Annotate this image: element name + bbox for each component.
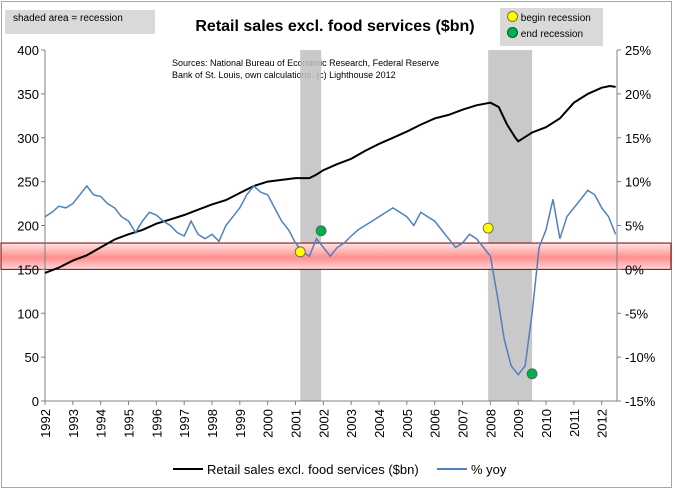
legend-begin-label: begin recession [520, 13, 591, 24]
x-tick-label: 2010 [539, 409, 554, 438]
end-recession-marker [315, 225, 327, 237]
x-tick-label: 1994 [94, 409, 109, 438]
x-tick-label: 2006 [428, 409, 443, 438]
x-tick-label: 2003 [344, 409, 359, 438]
x-tick-label: 2005 [400, 409, 415, 438]
band-rect [0, 242, 672, 270]
y-left-tick-label: 200 [17, 219, 39, 234]
end-recession-marker [526, 368, 538, 380]
y-left-tick-label: 50 [25, 350, 39, 365]
y-left-tick-label: 150 [17, 262, 39, 277]
x-tick-label: 2009 [511, 409, 526, 438]
y-left-tick-label: 250 [17, 175, 39, 190]
x-tick-labels: 1992 1993 1994 1995 1996 1997 1998 1999 2000 2001… [38, 409, 610, 438]
y-right-tick-label: 20% [625, 87, 651, 102]
y-left-tick-label: 350 [17, 87, 39, 102]
y-left-tick-labels: 0 50 100 150 200 250 300 350 400 [17, 43, 39, 409]
x-tick-label: 2004 [372, 409, 387, 438]
recession-markers [294, 222, 538, 380]
y-right-tick-label: 25% [625, 43, 651, 58]
axes [41, 49, 621, 405]
legend-end-label: end recession [520, 29, 584, 40]
legend-end-recession: end recession [507, 27, 583, 42]
y-right-tick-label: -15% [625, 394, 656, 409]
x-tick-label: 1999 [233, 409, 248, 438]
x-tick-label: 1998 [205, 409, 220, 438]
x-tick-label: 2007 [456, 409, 471, 438]
y-left-tick-label: 100 [17, 306, 39, 321]
y-right-tick-label: -5% [625, 306, 649, 321]
legend-yoy-label: % yoy [471, 462, 507, 477]
yoy-line [44, 184, 617, 376]
source-line-2: Bank of St. Louis, own calculations. (c)… [172, 70, 396, 80]
yellow-dot-icon [507, 11, 518, 22]
recession-note: shaded area = recession [5, 10, 155, 34]
x-tick-label: 2012 [595, 409, 610, 438]
y-right-tick-label: 0% [625, 262, 644, 277]
band-0-3pct [0, 242, 672, 270]
x-tick-label: 1993 [66, 409, 81, 438]
y-right-tick-label: 15% [625, 131, 651, 146]
green-dot-icon [507, 27, 518, 38]
y-right-tick-label: -10% [625, 350, 656, 365]
legend-begin-recession: begin recession [507, 11, 591, 26]
x-tick-label: 2002 [316, 409, 331, 438]
x-tick-label: 1995 [122, 409, 137, 438]
legend-retail-label: Retail sales excl. food services ($bn) [207, 462, 419, 477]
x-tick-label: 2008 [483, 409, 498, 438]
series-lines [44, 84, 617, 376]
x-tick-label: 2011 [567, 409, 582, 437]
series-legend: Retail sales excl. food services ($bn) % … [173, 462, 507, 477]
recession-shade-0 [300, 50, 322, 401]
y-right-tick-label: 5% [625, 219, 644, 234]
recession-shade-1 [488, 50, 533, 401]
x-tick-label: 1997 [177, 409, 192, 438]
y-right-tick-label: 10% [625, 175, 651, 190]
y-left-tick-label: 300 [17, 131, 39, 146]
x-tick-label: 2001 [289, 409, 304, 438]
y-left-tick-label: 0 [32, 394, 39, 409]
begin-recession-marker [482, 222, 494, 234]
x-tick-label: 1996 [149, 409, 164, 438]
x-tick-label: 2000 [261, 409, 276, 438]
recession-shading [300, 50, 533, 401]
x-tick-label: 1992 [38, 409, 53, 438]
y-left-tick-label: 400 [17, 43, 39, 58]
retail-sales-line [44, 84, 616, 274]
marker-legend: begin recession end recession [500, 8, 603, 46]
begin-recession-marker [294, 246, 306, 258]
chart-title: Retail sales excl. food services ($bn) [195, 18, 474, 35]
y-right-tick-labels: -15% -10% -5% 0% 5% 10% 15% 20% 25% [625, 43, 656, 409]
